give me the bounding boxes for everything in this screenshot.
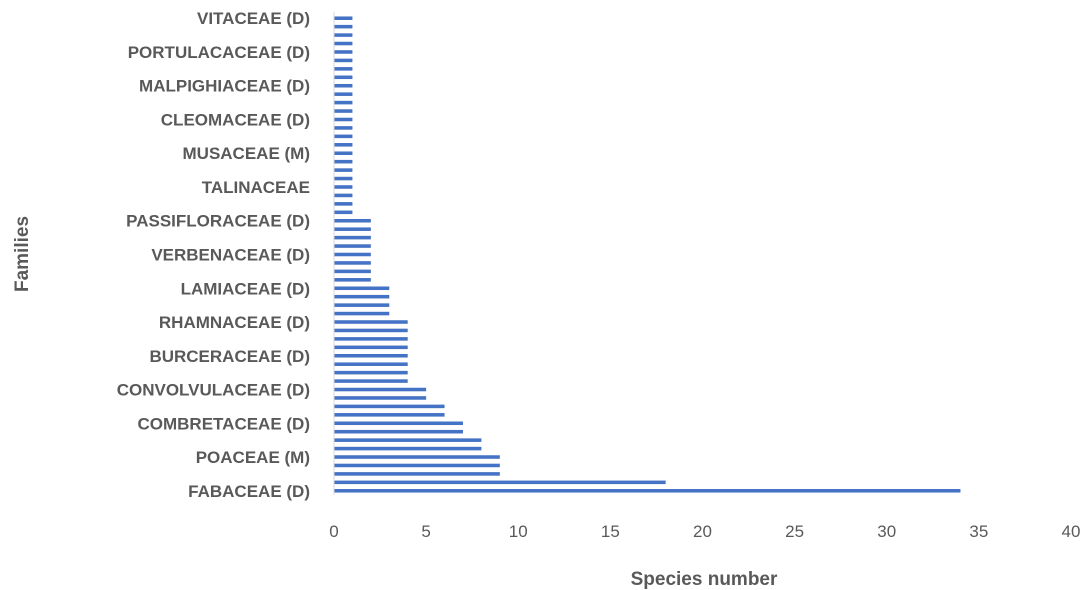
bar bbox=[334, 353, 408, 358]
bar bbox=[334, 218, 371, 223]
bar bbox=[334, 455, 500, 459]
bar bbox=[334, 33, 353, 37]
x-tick-label: 35 bbox=[969, 522, 988, 541]
y-tick-label: TALINACEAE bbox=[202, 178, 310, 197]
bar bbox=[334, 463, 500, 468]
bar bbox=[334, 446, 482, 451]
bar bbox=[334, 387, 427, 392]
y-tick-label: FABACEAE (D) bbox=[188, 482, 310, 501]
bar bbox=[334, 202, 353, 206]
bar bbox=[334, 370, 408, 375]
bar bbox=[334, 320, 408, 324]
y-tick-label: MUSACEAE (M) bbox=[183, 144, 311, 163]
bar bbox=[334, 126, 353, 130]
bar bbox=[334, 193, 353, 198]
y-tick-label: POACEAE (M) bbox=[196, 448, 310, 467]
bar bbox=[334, 328, 408, 333]
bar bbox=[334, 117, 353, 122]
bars-group bbox=[334, 16, 961, 493]
y-tick-label: CLEOMACEAE (D) bbox=[161, 110, 310, 129]
bar bbox=[334, 278, 371, 282]
bar bbox=[334, 489, 961, 493]
y-tick-label: VITACEAE (D) bbox=[197, 9, 310, 28]
bar bbox=[334, 83, 353, 88]
y-tick-label: MALPIGHIACEAE (D) bbox=[139, 77, 310, 96]
x-tick-label: 40 bbox=[1062, 522, 1081, 541]
bar bbox=[334, 16, 353, 20]
x-tick-label: 25 bbox=[785, 522, 804, 541]
bar bbox=[334, 252, 371, 257]
y-tick-labels: FABACEAE (D) POACEAE (M) COMBRETACEAE (D) C… bbox=[117, 9, 310, 501]
bar bbox=[334, 438, 482, 442]
bar bbox=[334, 286, 390, 291]
bar bbox=[334, 311, 390, 316]
bar bbox=[334, 67, 353, 71]
x-tick-label: 5 bbox=[421, 522, 430, 541]
bar bbox=[334, 294, 390, 299]
bar bbox=[334, 429, 463, 434]
y-tick-label: PORTULACACEAE (D) bbox=[128, 43, 310, 62]
bar bbox=[334, 345, 408, 350]
y-tick-label: COMBRETACEAE (D) bbox=[137, 414, 310, 433]
bar bbox=[334, 379, 408, 383]
x-tick-label: 20 bbox=[693, 522, 712, 541]
bar bbox=[334, 261, 371, 265]
bar bbox=[334, 396, 427, 400]
bar bbox=[334, 210, 353, 215]
bar bbox=[334, 404, 445, 409]
bar bbox=[334, 92, 353, 96]
x-tick-label: 10 bbox=[509, 522, 528, 541]
bar bbox=[334, 337, 408, 341]
x-axis-title: Species number bbox=[631, 569, 778, 590]
x-tick-label: 15 bbox=[601, 522, 620, 541]
bar bbox=[334, 151, 353, 156]
bar bbox=[334, 244, 371, 248]
y-tick-label: PASSIFLORACEAE (D) bbox=[126, 212, 310, 231]
bar bbox=[334, 109, 353, 113]
bar bbox=[334, 75, 353, 80]
bar bbox=[334, 269, 371, 274]
bar bbox=[334, 185, 353, 189]
bar bbox=[334, 362, 408, 366]
x-tick-label: 30 bbox=[877, 522, 896, 541]
bar bbox=[334, 303, 390, 307]
bar bbox=[334, 480, 666, 485]
bar bbox=[334, 24, 353, 29]
bar bbox=[334, 41, 353, 46]
bar bbox=[334, 58, 353, 63]
bar bbox=[334, 235, 371, 240]
bar bbox=[334, 50, 353, 54]
bar bbox=[334, 413, 445, 417]
y-tick-label: BURCERACEAE (D) bbox=[149, 347, 310, 366]
y-tick-label: CONVOLVULACEAE (D) bbox=[117, 381, 310, 400]
bar bbox=[334, 176, 353, 181]
bar bbox=[334, 159, 353, 164]
bar bbox=[334, 421, 463, 426]
bar bbox=[334, 143, 353, 147]
y-tick-label: LAMIACEAE (D) bbox=[181, 279, 310, 298]
y-tick-label: VERBENACEAE (D) bbox=[151, 246, 310, 265]
bar bbox=[334, 472, 500, 476]
y-tick-label: RHAMNACEAE (D) bbox=[159, 313, 310, 332]
x-tick-labels: 0 5 10 15 20 25 30 35 40 bbox=[329, 522, 1080, 541]
y-axis-title: Families bbox=[12, 216, 33, 292]
bar bbox=[334, 227, 371, 231]
x-tick-label: 0 bbox=[329, 522, 338, 541]
bar bbox=[334, 168, 353, 172]
bar bbox=[334, 134, 353, 139]
bar bbox=[334, 100, 353, 105]
